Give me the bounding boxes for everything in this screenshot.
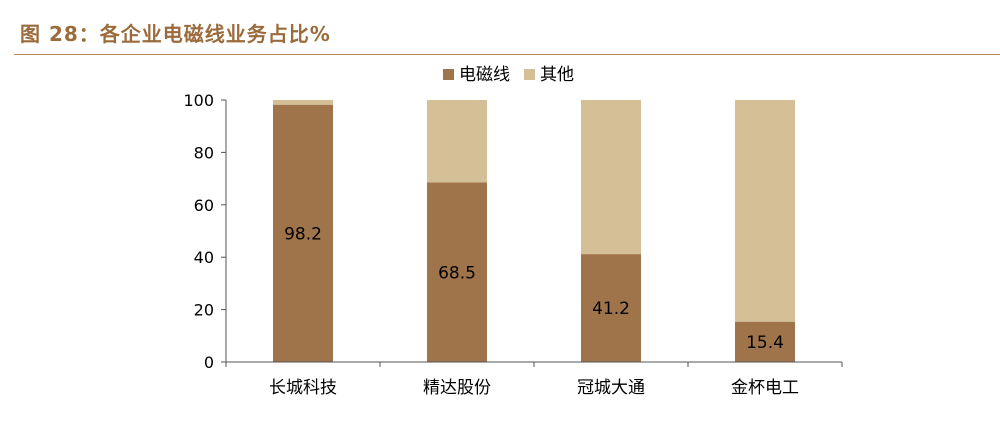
category-label: 精达股份 bbox=[423, 378, 491, 398]
labels-group: 98.2 长城科技 68.5 精达股份 41.2 冠城大通 15.4 金杯电工 bbox=[269, 224, 799, 398]
y-tick-label: 0 bbox=[204, 353, 214, 372]
figure-title: 图 28：各企业电磁线业务占比% bbox=[20, 22, 331, 46]
bar-series1-cat2 bbox=[581, 100, 641, 255]
bar-series1-cat3 bbox=[735, 100, 795, 322]
legend-label-0: 电磁线 bbox=[459, 65, 510, 85]
title-divider bbox=[14, 54, 1000, 55]
category-label: 长城科技 bbox=[269, 378, 337, 398]
y-tick-label: 20 bbox=[194, 301, 214, 320]
legend-swatch-1 bbox=[524, 69, 535, 80]
bars-group bbox=[273, 100, 795, 362]
category-label: 金杯电工 bbox=[731, 378, 799, 398]
bar-series0-cat0 bbox=[273, 104, 333, 362]
legend-swatch-0 bbox=[443, 69, 454, 80]
legend: 电磁线 其他 bbox=[443, 65, 574, 85]
y-tick-label: 40 bbox=[194, 248, 214, 267]
y-tick-label: 80 bbox=[194, 143, 214, 162]
bar-series0-cat1 bbox=[427, 182, 487, 362]
data-label: 68.5 bbox=[438, 263, 476, 283]
bar-series0-cat3 bbox=[735, 321, 795, 362]
axes-group: 0 20 40 60 80 100 bbox=[183, 91, 843, 372]
data-label: 15.4 bbox=[746, 333, 784, 353]
data-label: 98.2 bbox=[284, 224, 322, 244]
y-tick-label: 100 bbox=[183, 91, 214, 110]
category-label: 冠城大通 bbox=[577, 378, 645, 398]
data-label: 41.2 bbox=[592, 299, 630, 319]
bar-series1-cat0 bbox=[273, 100, 333, 105]
y-tick-label: 60 bbox=[194, 196, 214, 215]
bar-series0-cat2 bbox=[581, 254, 641, 362]
bar-series1-cat1 bbox=[427, 100, 487, 183]
legend-label-1: 其他 bbox=[540, 65, 574, 85]
